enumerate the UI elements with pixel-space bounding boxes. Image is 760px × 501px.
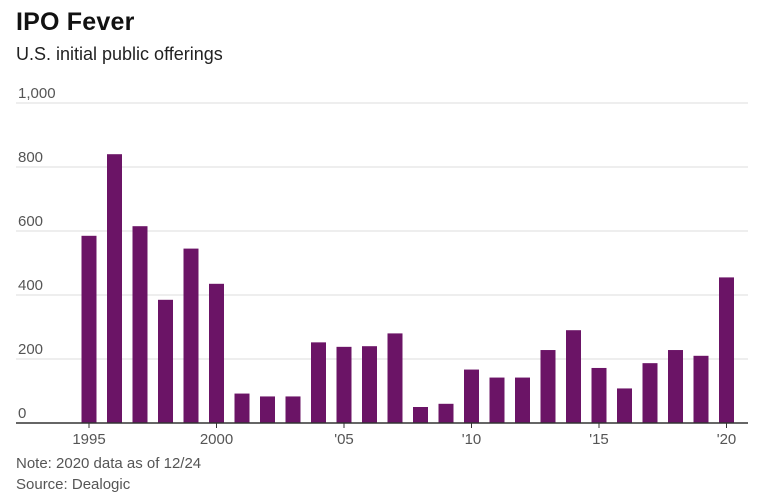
bar-2020 [719, 277, 734, 423]
bar-2012 [515, 377, 530, 423]
chart-source: Source: Dealogic [16, 476, 131, 493]
tick-labels: 0 200 400 600 800 1,000 1995 2000 '05 '10 '15 '20 [18, 85, 736, 448]
chart-note: Note: 2020 data as of 12/24 [16, 455, 202, 472]
bar-2009 [438, 403, 454, 423]
y-tick-label: 1,000 [18, 85, 56, 102]
y-tick-label: 200 [18, 341, 43, 358]
x-tick-label: '10 [462, 431, 482, 448]
bar-chart: 0 200 400 600 800 1,000 1995 2000 '05 '10 '15 '20 [16, 85, 748, 448]
chart-title: IPO Fever [16, 8, 135, 36]
x-tick-label: '05 [334, 431, 354, 448]
x-tick-label: '15 [589, 431, 609, 448]
y-tick-label: 0 [18, 405, 26, 422]
bar-1998 [158, 299, 173, 423]
bar-2017 [642, 363, 658, 423]
x-tick-label: '20 [717, 431, 737, 448]
y-tick-label: 600 [18, 213, 43, 230]
bar-1997 [132, 226, 148, 423]
bar-2001 [234, 393, 250, 423]
bar-2003 [285, 396, 301, 423]
bar-2007 [387, 333, 403, 423]
bar-2006 [362, 346, 377, 423]
x-tick-label: 1995 [72, 431, 105, 448]
bar-1995 [81, 235, 97, 423]
bar-2019 [693, 355, 709, 423]
bars [81, 154, 734, 423]
bar-1999 [183, 248, 199, 423]
x-tick-label: 2000 [200, 431, 233, 448]
bar-2000 [209, 283, 224, 423]
bar-2014 [566, 330, 581, 423]
gridlines [16, 102, 748, 360]
bar-2013 [540, 350, 556, 423]
y-tick-label: 400 [18, 277, 43, 294]
bar-2008 [413, 407, 428, 423]
bar-1996 [107, 154, 122, 423]
bar-2015 [591, 367, 607, 423]
bar-2004 [311, 342, 326, 423]
x-axis [16, 422, 748, 428]
bar-2002 [260, 396, 275, 423]
y-tick-label: 800 [18, 149, 43, 166]
bar-2016 [617, 388, 632, 423]
bar-2005 [336, 346, 352, 423]
bar-2011 [489, 377, 505, 423]
bar-2018 [668, 350, 683, 423]
chart-subtitle: U.S. initial public offerings [16, 44, 223, 64]
bar-2010 [464, 369, 479, 423]
